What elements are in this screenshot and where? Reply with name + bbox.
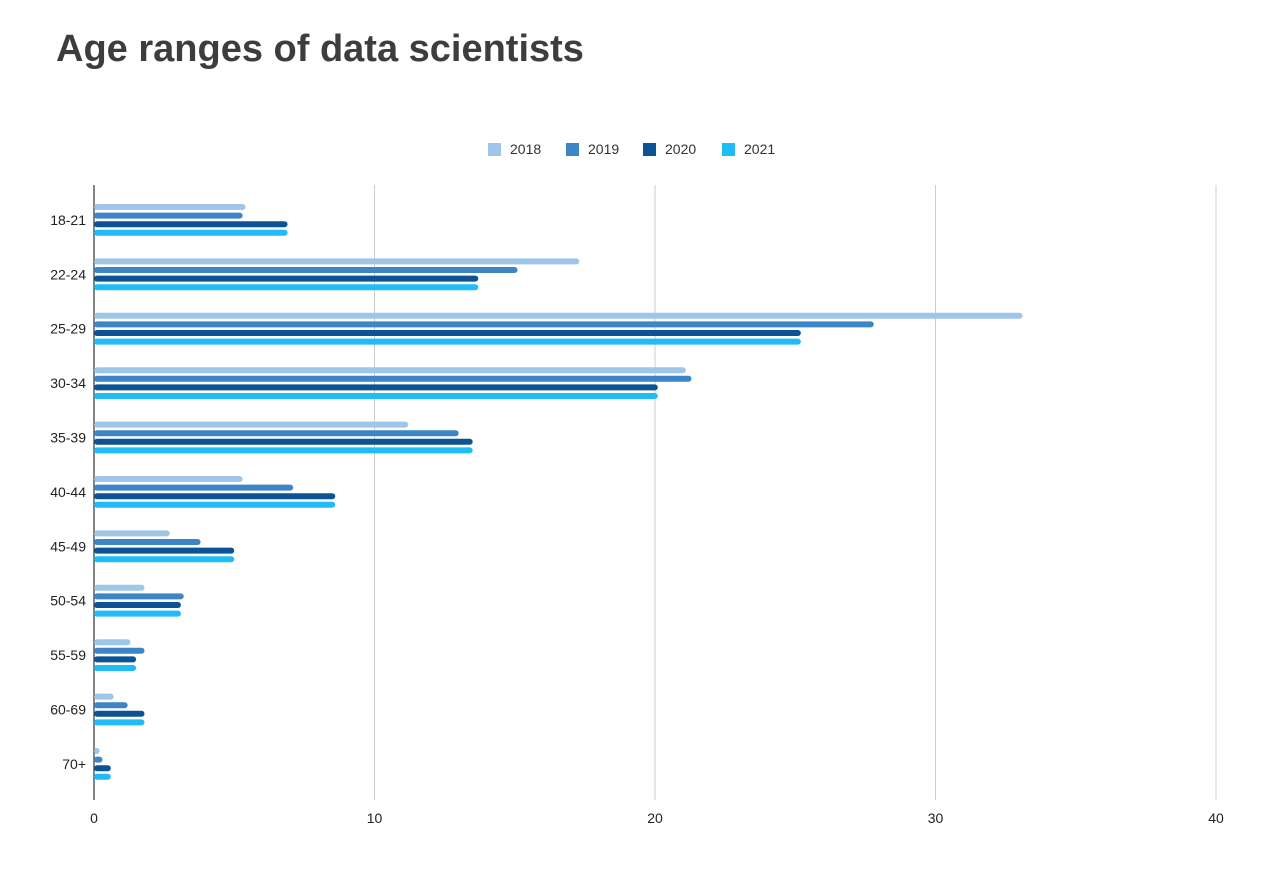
- bar: [94, 321, 874, 328]
- chart-title: Age ranges of data scientists: [56, 28, 584, 70]
- bar: [94, 338, 801, 345]
- bar: [94, 693, 114, 700]
- y-tick-label: 70+: [62, 756, 86, 772]
- bar: [94, 384, 658, 391]
- legend-label: 2020: [665, 141, 697, 157]
- bar: [94, 665, 137, 671]
- bar: [94, 493, 336, 500]
- x-tick-label: 0: [90, 810, 98, 826]
- bar: [94, 719, 145, 726]
- y-tick-label: 22-24: [50, 266, 86, 282]
- bar: [94, 312, 1023, 319]
- bar: [94, 593, 184, 600]
- x-tick-label: 20: [647, 810, 663, 826]
- bar: [94, 484, 294, 491]
- bar: [94, 773, 111, 780]
- bar: [94, 584, 145, 591]
- legend-label: 2019: [588, 141, 620, 157]
- bar: [94, 330, 801, 336]
- y-tick-label: 45-49: [50, 538, 86, 554]
- x-tick-label: 30: [928, 810, 944, 826]
- bar: [94, 212, 243, 219]
- bar: [94, 204, 246, 210]
- y-tick-label: 40-44: [50, 484, 86, 500]
- legend-label: 2018: [510, 141, 542, 157]
- bar: [94, 610, 181, 617]
- legend-item-2020: 2020: [643, 141, 696, 157]
- legend-swatch: [643, 142, 656, 156]
- y-tick-label: 35-39: [50, 430, 86, 446]
- bar: [94, 556, 235, 563]
- bar: [94, 530, 170, 537]
- bar: [94, 275, 479, 282]
- bar: [94, 656, 137, 663]
- bar: [94, 221, 288, 228]
- bar: [94, 430, 459, 437]
- y-tick-label: 25-29: [50, 321, 86, 337]
- bar: [94, 501, 336, 508]
- bar: [94, 602, 181, 608]
- bar: [94, 539, 201, 545]
- legend-item-2019: 2019: [566, 141, 619, 157]
- legend-swatch: [488, 142, 501, 156]
- bar: [94, 765, 111, 772]
- y-tick-label: 60-69: [50, 702, 86, 718]
- bar: [94, 367, 686, 374]
- bar: [94, 756, 103, 763]
- x-tick-label: 40: [1208, 810, 1224, 826]
- legend-label: 2021: [744, 141, 776, 157]
- legend-item-2018: 2018: [488, 141, 541, 157]
- bar: [94, 284, 479, 291]
- x-tick-label: 10: [367, 810, 383, 826]
- bar: [94, 258, 580, 265]
- bar: [94, 421, 409, 428]
- y-tick-label: 55-59: [50, 647, 86, 663]
- bar: [94, 438, 473, 445]
- bar: [94, 393, 658, 399]
- bar: [94, 547, 235, 554]
- y-tick-label: 18-21: [50, 212, 86, 228]
- bar: [94, 267, 518, 273]
- legend-swatch: [566, 142, 579, 156]
- bar: [94, 702, 128, 709]
- y-tick-label: 50-54: [50, 593, 86, 609]
- y-tick-label: 30-34: [50, 375, 86, 391]
- bar: [94, 447, 473, 454]
- legend-item-2021: 2021: [722, 141, 775, 157]
- bar: [94, 639, 131, 646]
- legend-swatch: [722, 142, 735, 156]
- bar: [94, 647, 145, 654]
- bar: [94, 710, 145, 717]
- chart-legend: 2018 2019 2020 2021: [0, 141, 1280, 161]
- bar: [94, 476, 243, 482]
- bar: [94, 229, 288, 236]
- bar: [94, 748, 100, 754]
- bar: [94, 375, 692, 382]
